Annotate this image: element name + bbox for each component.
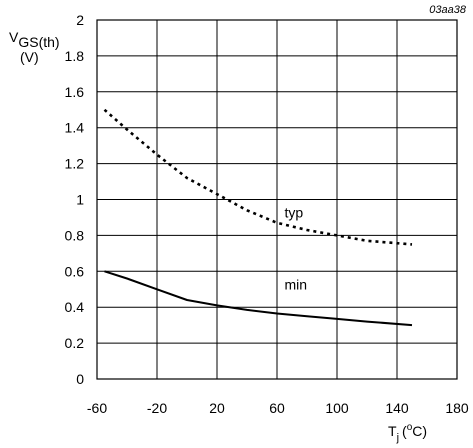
x-tick-label: 20 bbox=[209, 400, 225, 416]
figure-id: 03aa38 bbox=[429, 4, 467, 16]
y-axis-unit: (V) bbox=[20, 49, 39, 65]
plot-area-border bbox=[96, 19, 458, 380]
y-tick-label: 1.6 bbox=[65, 84, 85, 100]
series-group: typ min bbox=[103, 108, 413, 327]
y-tick-label: 0.6 bbox=[65, 263, 85, 279]
x-tick-label: 180 bbox=[445, 400, 469, 416]
y-axis-label-main: V bbox=[9, 29, 19, 45]
x-tick-label: 60 bbox=[269, 400, 285, 416]
x-tick-labels: -60 -20 20 60 100 140 180 bbox=[87, 400, 469, 416]
y-tick-label: 1.2 bbox=[65, 156, 85, 172]
x-tick-label: 100 bbox=[325, 400, 349, 416]
x-tick-label: -60 bbox=[87, 400, 107, 416]
series-label-min: min bbox=[285, 276, 308, 292]
plot-frame bbox=[96, 19, 458, 380]
y-tick-label: 1 bbox=[76, 192, 84, 208]
x-axis-label-sub: j bbox=[396, 432, 399, 444]
x-axis-unit-degree: o bbox=[407, 422, 413, 433]
y-tick-label: 0.8 bbox=[65, 227, 85, 243]
y-axis-label-sub: GS(th) bbox=[18, 34, 59, 50]
y-tick-label: 1.4 bbox=[65, 120, 85, 136]
x-tick-label: -20 bbox=[147, 400, 167, 416]
x-axis-label-main: T bbox=[388, 423, 397, 439]
series-label-typ: typ bbox=[285, 204, 304, 220]
y-axis-label: VGS(th) bbox=[9, 29, 60, 50]
y-tick-labels: 0 0.2 0.4 0.6 0.8 1 1.2 1.4 1.6 1.8 2 bbox=[65, 12, 85, 387]
y-tick-label: 1.8 bbox=[65, 48, 85, 64]
series-line-typ bbox=[103, 108, 413, 246]
y-tick-label: 2 bbox=[76, 12, 84, 28]
x-axis-unit-close: C) bbox=[412, 423, 427, 439]
y-tick-label: 0.4 bbox=[65, 299, 85, 315]
y-tick-label: 0.2 bbox=[65, 335, 85, 351]
y-tick-label: 0 bbox=[76, 371, 84, 387]
series-line-min bbox=[104, 270, 413, 327]
x-axis-unit-open: ( bbox=[402, 423, 407, 439]
x-axis-label: Tj (oC) bbox=[388, 422, 427, 444]
x-tick-label: 140 bbox=[385, 400, 409, 416]
